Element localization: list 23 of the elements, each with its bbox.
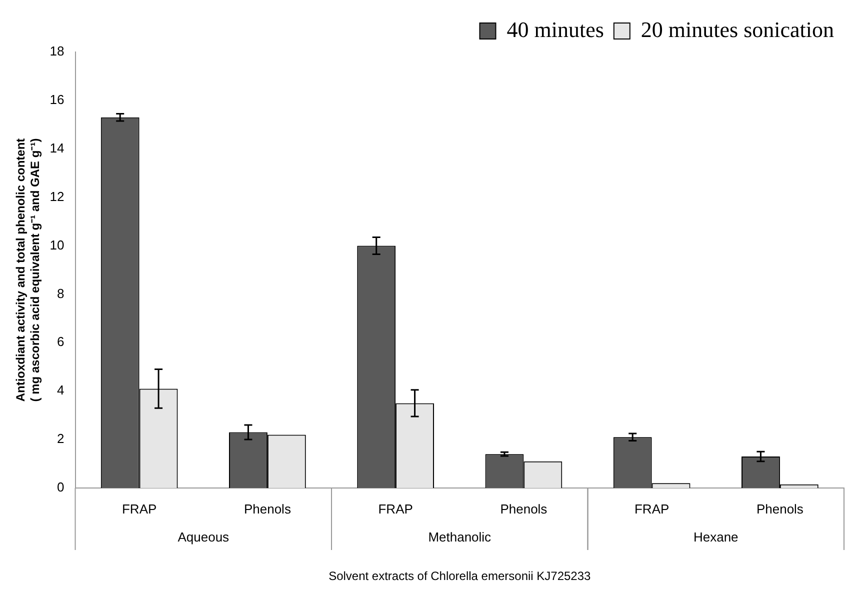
x-tick-label: Phenols — [500, 501, 548, 516]
y-tick-label: 4 — [57, 382, 64, 398]
text: Hexane — [693, 530, 738, 545]
x-tick-label: Phenols — [244, 501, 292, 516]
y-tick-label: 10 — [50, 237, 64, 252]
text: Methanolic — [428, 530, 492, 545]
x-tick-label: Phenols — [756, 501, 804, 516]
legend-label: 40 minutes — [506, 16, 604, 42]
text: Aqueous — [178, 530, 230, 545]
x-tick-label: FRAP — [378, 501, 413, 516]
y-tick-label: 2 — [57, 431, 64, 446]
y-tick-label: 14 — [50, 140, 64, 156]
x-axis-title: Solvent extracts of Chlorella emersonii KJ725233 — [328, 569, 592, 584]
y-tick-label: 8 — [57, 286, 64, 301]
y-tick-label: 18 — [50, 44, 64, 59]
y-tick-label: 12 — [50, 188, 64, 204]
y-tick-label: 6 — [57, 334, 64, 350]
y-tick-label: 0 — [57, 480, 64, 495]
legend-label: 20 minutes sonication — [640, 16, 834, 42]
x-tick-label: FRAP — [634, 501, 670, 516]
y-tick-label: 16 — [50, 92, 64, 108]
y-axis-title: Antioxdiant activity and total phenolic content ( mg ascorbic acid equivalent g⁻¹ and GAE g⁻¹) — [14, 138, 42, 402]
x-tick-label: FRAP — [122, 501, 157, 516]
